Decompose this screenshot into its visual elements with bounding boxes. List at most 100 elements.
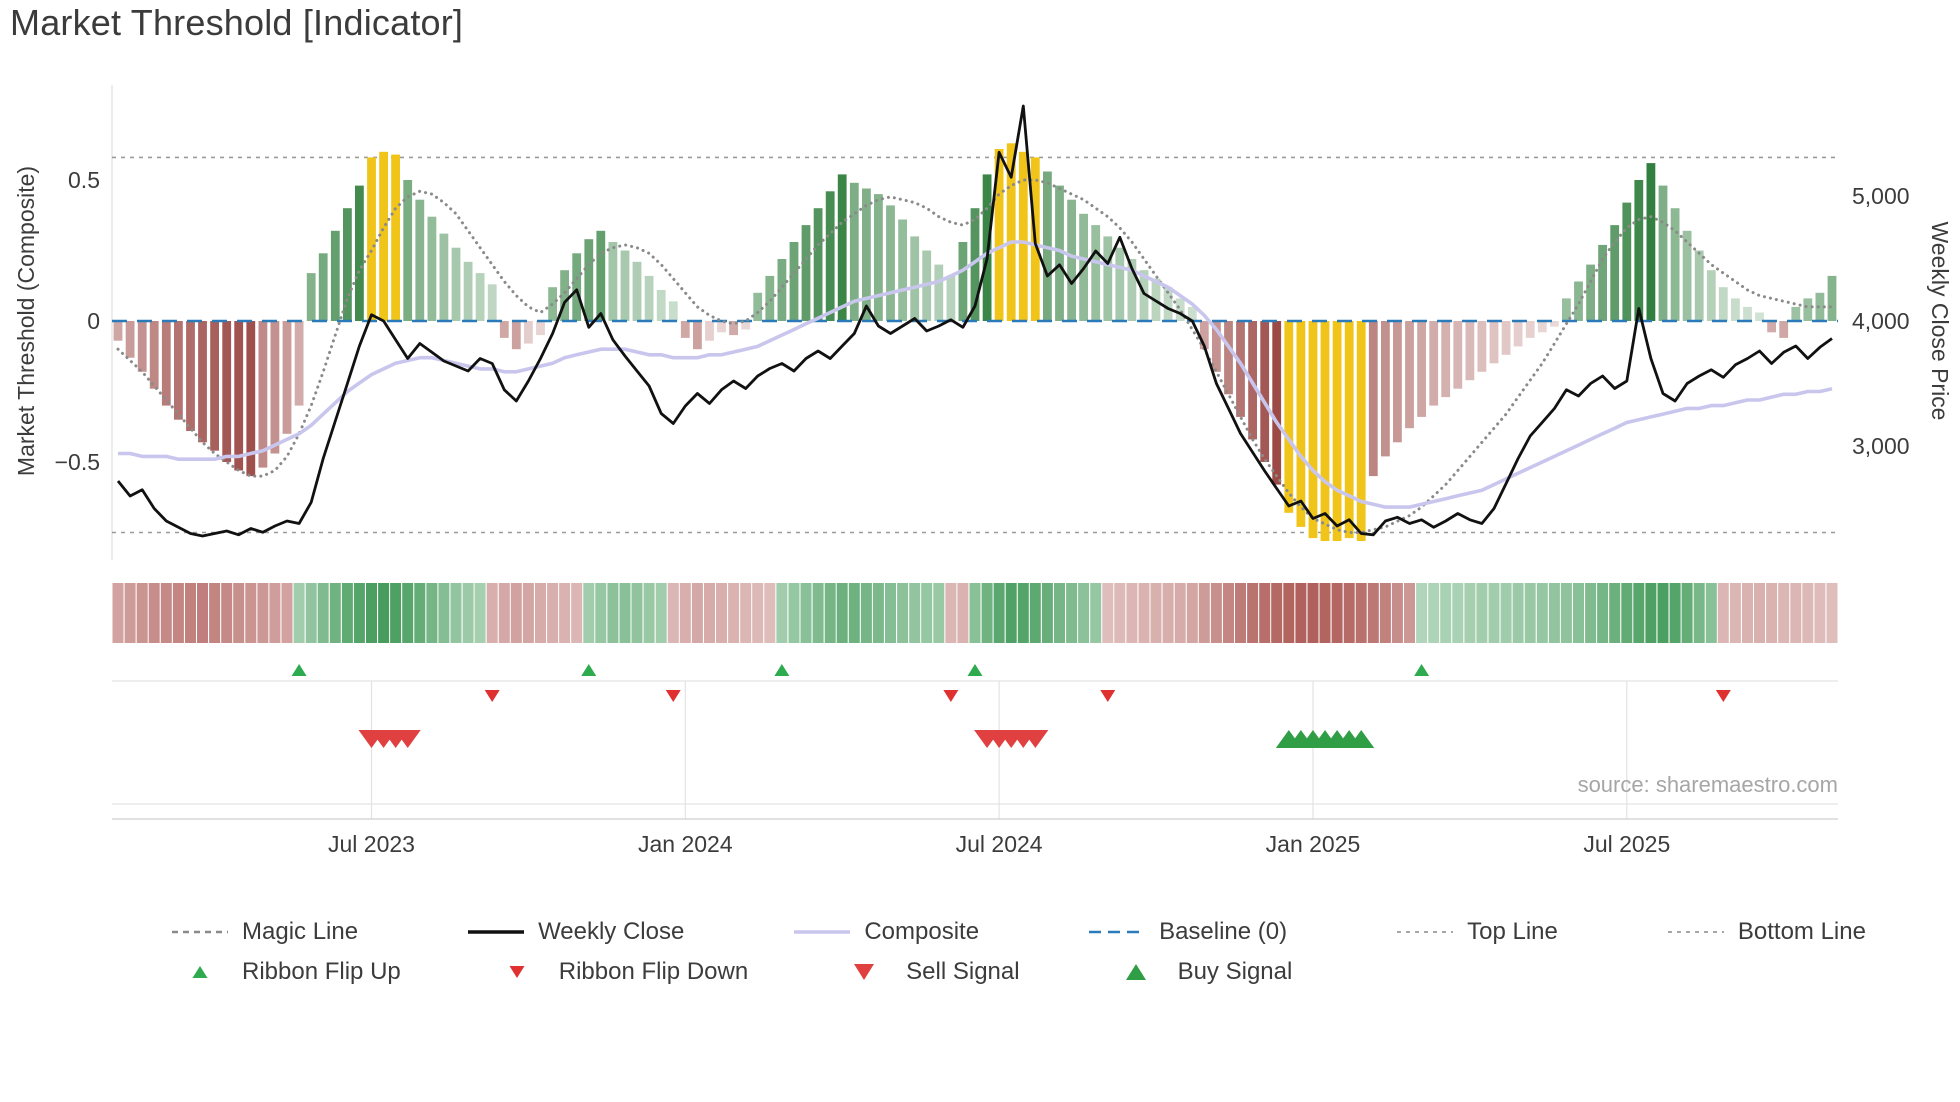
ribbon-cell [824,583,836,643]
ribbon-cell [981,583,993,643]
threshold-bar [910,236,920,321]
threshold-bar [970,208,980,321]
x-tick-label: Jan 2025 [1266,831,1361,857]
threshold-bar [463,261,473,321]
ribbon-cell [1416,583,1428,643]
ribbon-cell [1705,583,1717,643]
ribbon-cell [945,583,957,643]
threshold-bar [1525,321,1535,338]
ribbon-cell [1223,583,1234,643]
ribbon-cell [1766,583,1778,643]
ribbon-cell [1017,583,1029,643]
ribbon-cell [1742,583,1753,643]
ribbon-cell [933,583,945,643]
threshold-bar [1513,321,1523,347]
ribbon-cell [1669,583,1681,643]
threshold-bar [1706,270,1716,321]
ribbon-cell [1693,583,1705,643]
ribbon-cell [378,583,390,643]
threshold-bar [1308,321,1318,539]
threshold-bar [584,239,594,321]
threshold-bar [620,250,630,321]
y-tick-label-right: 5,000 [1852,183,1910,209]
right-axis-label: Weekly Close Price [1927,222,1953,421]
ribbon-cell [1379,583,1391,643]
legend-line-swatch [468,930,525,934]
ribbon-cell [1440,583,1452,643]
ribbon-cell [848,583,860,643]
threshold-bar [1658,185,1668,321]
threshold-bar [1067,199,1076,321]
threshold-bar [1103,236,1113,321]
ribbon-cell [1295,583,1307,643]
threshold-bar [1815,292,1825,321]
ribbon-cell [353,583,365,643]
threshold-bar [813,208,823,321]
ribbon-flip-up-marker [967,664,983,676]
threshold-bar [874,194,883,321]
threshold-bars [113,143,1837,541]
ribbon-cell [1247,583,1259,643]
ribbon-cell [764,583,776,643]
market-threshold-chart: Jul 2023 Jan 2024 Jul 2024 Jan 2025 Jul 2025… [13,85,1953,857]
ribbon-cell [1210,583,1222,643]
threshold-bar [294,321,304,406]
ribbon-cell [1078,583,1090,643]
ribbon-cell [1826,583,1838,643]
threshold-bar [1272,321,1282,485]
threshold-bar [186,321,195,431]
legend-item-weekly-close: Weekly Close [466,918,684,946]
ribbon-cell [124,583,136,643]
threshold-bar [1127,259,1137,321]
threshold-bar [1175,298,1185,321]
threshold-bar [427,216,437,321]
ribbon-cell [462,583,474,643]
ribbon-cell [438,583,450,643]
ribbon-cell [571,583,583,643]
x-tick-label: Jul 2024 [956,831,1043,857]
threshold-bar [886,205,895,321]
ribbon-cell [872,583,884,643]
threshold-bar [958,242,968,321]
ribbon-cell [1512,583,1524,643]
ribbon-cell [1609,583,1621,643]
x-tick-label: Jul 2023 [328,831,415,857]
ribbon-cell [185,583,196,643]
ribbon-cell [667,583,679,643]
sell-signal-marker [394,730,421,748]
legend-item-magic-line: Magic Line [170,918,358,946]
ribbon-cell [1005,583,1017,643]
threshold-bar [560,270,569,321]
ribbon-cell [450,583,462,643]
threshold-bar [789,242,799,321]
threshold-bar [668,301,678,321]
threshold-bar [1646,163,1656,321]
ribbon-flip-down-marker [665,690,681,702]
threshold-bar [680,321,690,338]
threshold-bar [282,321,292,434]
threshold-bar [1791,306,1801,321]
threshold-bar [644,275,654,321]
left-axis-label: Market Threshold (Composite) [13,166,39,476]
ribbon-cell [704,583,715,643]
threshold-bar [717,321,726,333]
ribbon-cell [1597,583,1609,643]
threshold-bar [1634,180,1644,321]
ribbon-cell [1645,583,1657,643]
triangle-up-icon [192,966,208,978]
ribbon-cell [535,583,546,643]
x-tick-label: Jul 2025 [1583,831,1670,857]
ribbon-cell [160,583,172,643]
ribbon-cell [474,583,486,643]
threshold-bar [1320,321,1330,541]
threshold-bar [1803,298,1813,321]
threshold-bar [222,321,232,462]
legend-item-sell-signal: Sell Signal [834,958,1020,986]
legend-row-markers: Ribbon Flip Up Ribbon Flip Down Sell Signa… [0,952,1960,992]
threshold-bar [451,247,461,321]
legend-label: Magic Line [242,918,359,945]
ribbon-cell [1150,583,1162,643]
ribbon-flip-up-marker [291,664,307,676]
ribbon-cell [1524,583,1536,643]
ribbon-cell [1464,583,1476,643]
